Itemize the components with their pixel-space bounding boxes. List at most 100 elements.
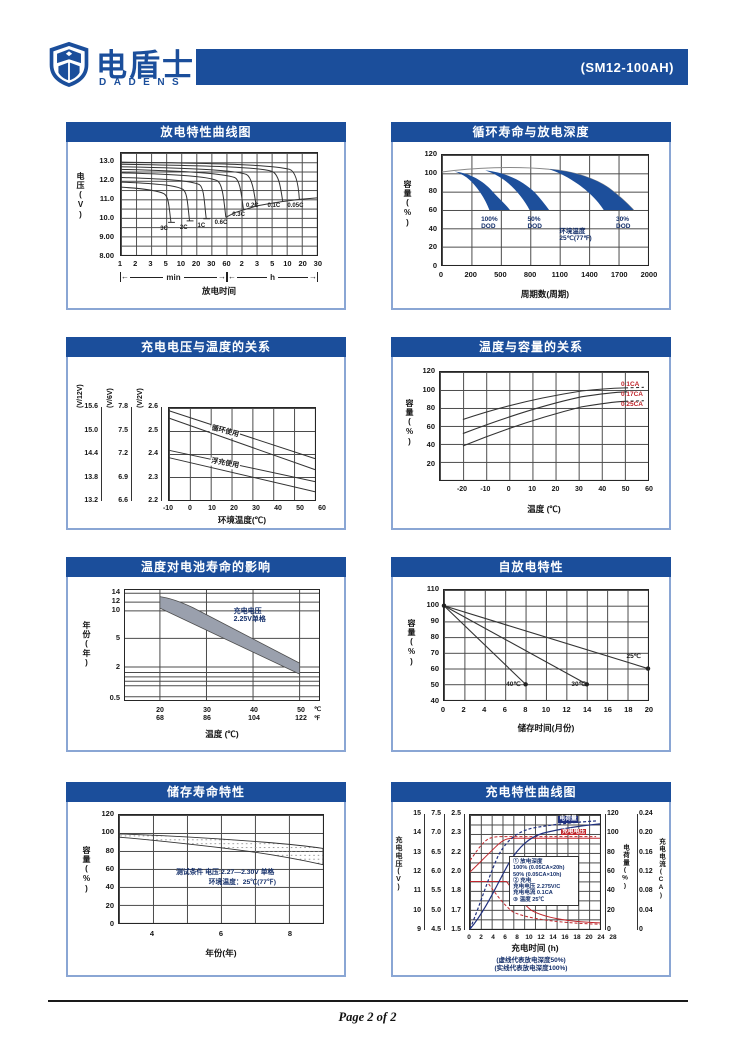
y-tick-label: 1.8 <box>451 887 461 895</box>
y-tick-label: 1.5 <box>451 925 461 933</box>
y-tick-label: 13.0 <box>99 156 114 165</box>
y-tick-label: 20 <box>426 458 435 468</box>
y-tick-label: 2.3 <box>148 473 158 481</box>
y-tick-label: 20 <box>105 900 114 910</box>
x-axis-ticks: 0 200 500 800 1100 1400 1700 2000 <box>430 270 660 279</box>
x-tick-label: 10 <box>208 505 216 512</box>
plot-area: 测试条件 电压:2.27—2.30V 单格 环境温度：25℃(77℉) <box>118 814 324 924</box>
y-tick-label: 60 <box>105 863 114 873</box>
y-tick-12: 12 <box>111 596 120 605</box>
x-tick-label: 60 <box>645 486 653 493</box>
y-tick-label: 80 <box>105 845 114 855</box>
y-tick-label: 9.00 <box>99 232 114 241</box>
x-axis-ticks: 1 2 3 5 10 20 30 60 2 3 5 10 20 30 <box>113 259 325 268</box>
scale-axis-line-12v <box>101 407 102 501</box>
storage-life-band <box>119 815 323 923</box>
y-tick-label: 2.6 <box>148 403 158 410</box>
x-axis-tick-pairs: 20 68 30 86 40 104 50 122 <box>149 707 312 724</box>
y-tick-label: 20 <box>607 906 615 914</box>
x-tick-label: 1100 <box>551 270 568 279</box>
x-axis-ticks: -10 0 10 20 30 40 50 60 <box>157 504 327 513</box>
y-tick-label: 100 <box>422 384 435 394</box>
y-tick-label: 50 <box>430 680 439 689</box>
chart-body: 充电电压(V) 15 14 13 12 11 10 9 7.5 7.0 6.5 6.0 5.5 5.0… <box>391 802 671 977</box>
curve-label-charge-quantity: 电荷量 <box>558 816 578 823</box>
x-tick-label: 24 <box>597 934 605 941</box>
brand-shield-icon <box>49 41 89 87</box>
x-axis-label: 周期数(周期) <box>520 289 570 299</box>
x-tick-label: 3 <box>254 259 260 268</box>
y-tick-label: 7.5 <box>431 810 441 817</box>
x-tick-label: -10 <box>162 505 174 512</box>
y-axis-ticks: 13.0 12.0 11.0 10.0 9.00 8.00 <box>86 157 114 260</box>
y-tick-label: 0 <box>607 925 611 933</box>
y-tick-label: 15.6 <box>84 403 98 410</box>
x-axis-label: 放电时间 <box>201 286 236 296</box>
right-scale-percent: 120 100 80 60 40 20 0 <box>607 810 623 934</box>
y-tick-label: 0.08 <box>639 887 653 895</box>
x-tick-label: 16 <box>603 705 612 714</box>
y-tick-label: 60 <box>430 664 439 673</box>
y-tick-label: 0.16 <box>639 848 653 856</box>
x-tick-label: 6 <box>502 705 507 714</box>
x-tick-label: 20 <box>644 705 654 714</box>
band-label-30dod: 30% DOD <box>616 215 631 230</box>
plot-area: 40℃ 30℃ 25℃ <box>441 589 651 701</box>
x-tick-label: 8 <box>523 705 528 714</box>
x-unit-fahrenheit: ℉ <box>314 714 321 722</box>
y-tick-label: 13.8 <box>84 473 98 481</box>
chart-title: 温度对电池寿命的影响 <box>66 557 346 577</box>
test-condition-note-line2: 环境温度：25℃(77℉) <box>208 878 276 886</box>
x-tick-label: 18 <box>573 934 581 941</box>
chart-life-temp-panel: 温度对电池寿命的影响 年份(年) 14 12 10 5 2 0.5 充电电压 2… <box>66 557 346 752</box>
y-scale-6v: 7.8 7.5 7.2 6.9 6.6 <box>106 403 128 505</box>
y-axis-ticks: 120 100 80 60 40 20 0 <box>411 150 437 270</box>
x-tick-label: -10 <box>480 486 491 493</box>
y-tick-label: 15 <box>413 810 421 817</box>
series-label-3c: 3C <box>160 226 168 233</box>
y-tick-label: 90 <box>430 616 439 625</box>
x-tick-label: 1 <box>117 259 123 268</box>
x-axis-ticks: 0 2 4 6 8 10 12 14 16 18 20 24 28 <box>463 933 616 942</box>
x-tick-label: 16 <box>561 934 569 941</box>
y-tick-label: 15.0 <box>84 426 98 434</box>
chart-body: 电压(V) 13.0 12.0 11.0 10.0 9.00 8.00 3C <box>66 142 346 310</box>
x-tick-label: 0 <box>188 505 192 512</box>
band-label-100dod: 100% DOD <box>481 215 498 230</box>
chart-self-discharge-panel: 自放电特性 容量(%) 110 100 90 80 70 60 50 40 40℃ 30℃ <box>391 557 671 752</box>
x-tick-label: 10 <box>541 705 551 714</box>
y-axis-label: 年份(年) <box>82 621 91 668</box>
charging-legend: ① 放电深度 100% (0.05CA×20h) 50% (0.05CA×10h… <box>509 856 580 906</box>
right-axis1-label: 电荷量(%) <box>621 844 629 891</box>
x-tick-label: 30 <box>252 505 260 512</box>
y-tick-label: 80 <box>426 403 435 413</box>
y-tick-label: 0.20 <box>639 829 653 837</box>
y-tick-label: 100 <box>101 827 114 837</box>
y-tick-14: 14 <box>111 587 120 596</box>
y-tick-label: 2.2 <box>451 848 461 856</box>
y-tick-label: 0 <box>432 260 437 270</box>
chart-body: 容量(%) 120 100 80 60 40 20 0.1CA 0.17CA 0.25CA… <box>391 357 671 530</box>
x-tick-label: 6 <box>503 934 507 941</box>
x-tick-label: 4 <box>491 934 495 941</box>
y-tick-10: 10 <box>111 605 120 614</box>
x-tick-label: 2 <box>479 934 483 941</box>
y-tick-label: 120 <box>101 809 114 818</box>
chart-body: 年份(年) 14 12 10 5 2 0.5 充电电压 2.25V单格 20 6… <box>66 577 346 752</box>
x-tick-pair: 30 86 <box>196 707 218 724</box>
x-tick-label: 200 <box>464 270 477 279</box>
x-unit-h: h <box>270 272 275 282</box>
self-discharge-lines <box>441 603 651 687</box>
y-tick-label: 0 <box>639 925 643 933</box>
x-tick-fahrenheit: 68 <box>156 715 164 723</box>
x-tick-label: 4 <box>149 929 155 938</box>
x-tick-label: 20 <box>551 486 560 493</box>
series-label-025ca: 0.25CA <box>620 401 643 409</box>
x-tick-label: 40 <box>598 486 607 493</box>
x-tick-label: 20 <box>585 934 593 941</box>
y-tick-label: 40 <box>607 887 615 895</box>
y-tick-label: 40 <box>426 440 435 450</box>
y-tick-label: 8.00 <box>99 251 114 260</box>
x-tick-label: 800 <box>523 270 537 279</box>
x-axis-label: 储存时间(月份) <box>517 723 575 733</box>
